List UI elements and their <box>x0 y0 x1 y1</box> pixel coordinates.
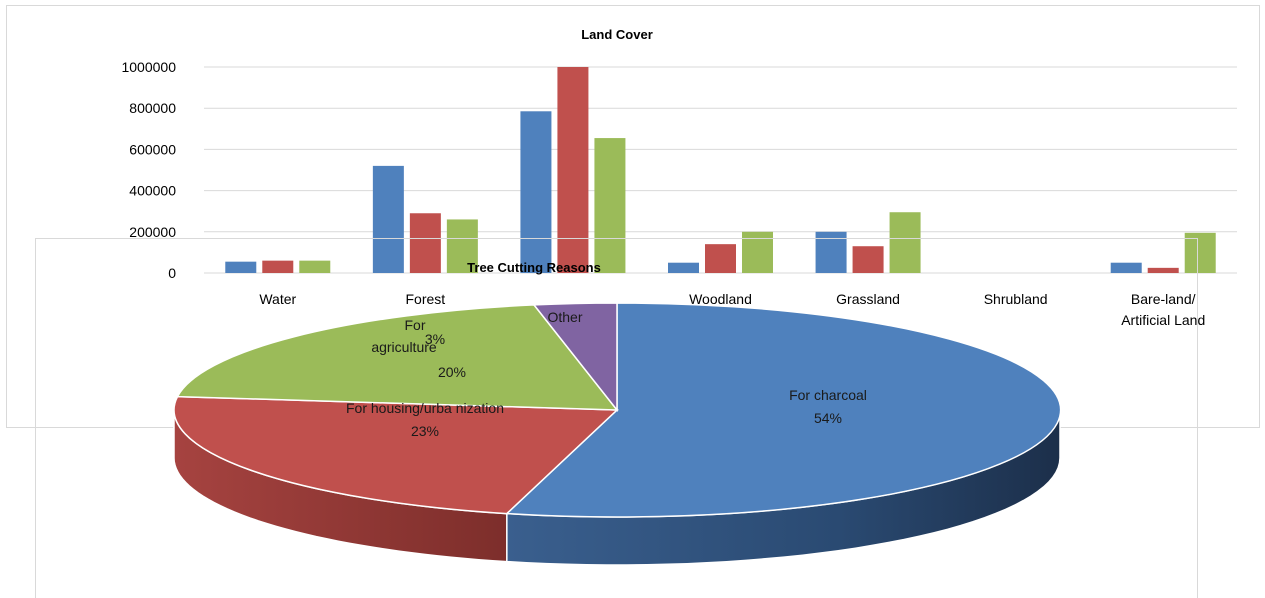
pie-data-label: For <box>405 317 426 333</box>
bar <box>1110 262 1142 273</box>
bar <box>668 262 699 273</box>
y-tick-label: 800000 <box>129 100 176 116</box>
pie-data-label: 3% <box>425 331 445 347</box>
x-tick-label: Forest <box>406 291 446 307</box>
bar <box>889 212 921 273</box>
pie-slice <box>173 395 619 515</box>
x-tick-label: Water <box>259 291 296 307</box>
bar <box>372 165 404 273</box>
pie-slice <box>176 304 619 411</box>
y-tick-label: 200000 <box>129 224 176 240</box>
pie-slice <box>505 302 1062 518</box>
pie-data-label: 20% <box>438 364 466 380</box>
y-tick-label: 600000 <box>129 141 176 157</box>
pie-data-label: For housing/urba nization <box>346 400 504 416</box>
bar <box>262 260 294 273</box>
bar <box>225 261 257 273</box>
land-cover-title: Land Cover <box>581 27 653 42</box>
bar <box>1184 232 1216 273</box>
bar <box>1147 267 1179 273</box>
bar <box>409 213 441 273</box>
x-tick-label: Grassland <box>836 291 900 307</box>
tree-cutting-chart-frame <box>35 238 1198 598</box>
pie-slice <box>532 302 618 413</box>
x-tick-label: Artificial Land <box>1121 312 1205 328</box>
pie-data-label: 54% <box>814 410 842 426</box>
x-tick-label: Woodland <box>689 291 752 307</box>
bar <box>594 138 626 273</box>
bar <box>299 260 331 273</box>
bar <box>520 111 552 273</box>
pie-data-label: Other <box>547 309 582 325</box>
y-tick-label: 400000 <box>129 183 176 199</box>
pie-data-label: agriculture <box>371 339 437 355</box>
y-tick-label: 1000000 <box>121 59 176 75</box>
pie-data-label: 23% <box>411 423 439 439</box>
x-tick-label: Bare-land/ <box>1131 291 1196 307</box>
y-tick-label: 0 <box>168 265 176 281</box>
pie-data-label: For charcoal <box>789 387 867 403</box>
bar <box>852 246 884 273</box>
bar <box>446 219 478 273</box>
bar <box>705 244 736 273</box>
x-tick-label: Shrubland <box>984 291 1048 307</box>
tree-cutting-title: Tree Cutting Reasons <box>467 260 601 275</box>
